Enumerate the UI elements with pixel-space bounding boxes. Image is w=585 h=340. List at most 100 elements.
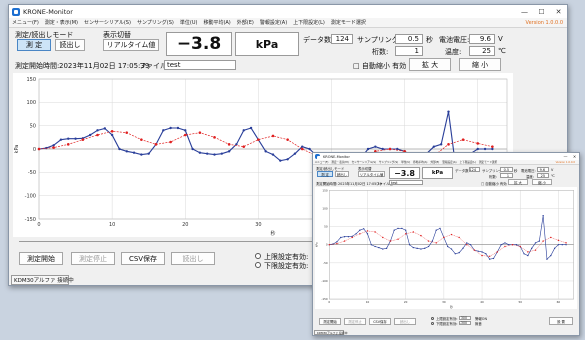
auto-scale-checkbox[interactable]: □ 自動縮小 有効 <box>353 62 407 70</box>
overlay-menu-sensor-serial[interactable]: センサーシリアル(S) <box>351 161 376 164</box>
overlay-chart-series-0-point-46 <box>504 242 506 244</box>
overlay-status-bar: KDM30アルファ 接続中 <box>314 330 347 335</box>
main-chart-y-axis-label: kPa <box>14 145 20 154</box>
overlay-read-button[interactable]: 読出し <box>335 171 349 177</box>
lower-limit-checkbox[interactable] <box>255 262 261 268</box>
filename-input[interactable]: test <box>164 60 236 70</box>
overlay-version-label: Version 1.0.0.0 <box>555 160 575 164</box>
overlay-chart-series-0-point-60 <box>557 244 560 246</box>
overlay-chart-x-axis-label: 秒 <box>450 305 453 309</box>
main-chart-series-0-point-25 <box>220 152 224 155</box>
overlay-read-out-button[interactable]: 読出し <box>394 318 416 325</box>
overlay-menu-unit[interactable]: 単位(U) <box>401 161 411 164</box>
main-chart-series-0-point-55 <box>439 143 443 146</box>
overlay-menu-mode-select[interactable]: 測定モード選択 <box>478 161 498 164</box>
current-value-display: −3.8 <box>166 32 232 56</box>
main-chart-series-1-point-10 <box>183 133 187 137</box>
overlay-filename-label: ファイル名: <box>376 182 395 186</box>
main-chart-series-0-point-4 <box>67 137 70 140</box>
overlay-menu-file[interactable]: メニュー(F) <box>314 161 329 164</box>
zoom-out-button[interactable]: 縮 小 <box>459 58 501 71</box>
overlay-buzzer-label[interactable]: 警報ON <box>475 317 487 321</box>
overlay-chart-series-0-point-53 <box>531 247 533 249</box>
read-out-button[interactable]: 読出し <box>171 252 215 265</box>
menu-sampling[interactable]: サンプリング(S) <box>136 20 174 26</box>
overlay-measure-button[interactable]: 測 定 <box>317 171 333 177</box>
csv-save-button[interactable]: CSV保存 <box>121 252 165 265</box>
overlay-chart-series-0-point-14 <box>382 248 384 250</box>
overlay-chart-series-0-point-62 <box>565 244 567 246</box>
voltage-unit: V <box>498 35 503 43</box>
overlay-chart-series-0-point-52 <box>527 254 529 257</box>
menu-file[interactable]: メニュー(F) <box>12 20 39 26</box>
overlay-data-count-label: データ数: <box>455 169 470 173</box>
overlay-csv-button[interactable]: CSV保存 <box>369 318 391 325</box>
read-mode-button[interactable]: 読出し <box>55 39 85 51</box>
main-chart-series-1-point-29 <box>461 138 465 141</box>
main-chart-series-1-point-15 <box>257 138 260 141</box>
start-measure-button[interactable]: 測定開始 <box>19 252 63 265</box>
menu-unit[interactable]: 単位(U) <box>179 20 198 26</box>
overlay-stop-button[interactable]: 測定停止 <box>344 318 366 325</box>
overlay-chart-series-0-point-54 <box>534 242 537 244</box>
overlay-auto-scale[interactable]: □ 自動縮小 有効 <box>481 182 507 186</box>
overlay-menu-measure[interactable]: 測定・表示(M) <box>331 161 349 164</box>
main-chart-series-0-point-46 <box>374 145 377 148</box>
overlay-menu-external[interactable]: 外部(E) <box>430 161 440 164</box>
overlay-filename-input[interactable]: test <box>389 180 423 185</box>
overlay-menu-limits[interactable]: 上下限設定(L) <box>459 161 476 164</box>
menu-measure[interactable]: 測定・表示(M) <box>44 20 78 26</box>
overlay-chart-series-0-point-5 <box>347 236 350 238</box>
scroll-track[interactable] <box>19 241 319 242</box>
menu-limits[interactable]: 上下限設定(L) <box>293 20 325 26</box>
overlay-menu-moving-average[interactable]: 移動平均(A) <box>413 161 428 164</box>
overlay-chart-series-1-point-11 <box>412 231 415 233</box>
maximize-button[interactable]: ☐ <box>538 7 545 16</box>
menu-sensor-serial[interactable]: センサーシリアル(S) <box>84 20 131 26</box>
overlay-realtime-button[interactable]: リアルタイム値 <box>358 171 385 177</box>
main-chart-series-0-point-56 <box>447 110 450 113</box>
overlay-chart-series-0-point-35 <box>462 247 464 249</box>
overlay-unit-display: kPa <box>422 167 453 179</box>
overlay-zoom-in-button[interactable]: 拡 大 <box>508 179 528 185</box>
main-chart-xtick-label-1: 10 <box>109 222 115 228</box>
overlay-chart-series-0-point-8 <box>359 229 361 231</box>
overlay-lower-value[interactable]: -300 <box>459 321 471 325</box>
main-chart-series-0-point-47 <box>381 147 384 151</box>
overlay-menu-alarm[interactable]: 警報設定(A) <box>442 161 457 164</box>
menu-external[interactable]: 外部(E) <box>236 20 254 26</box>
overlay-upper-value[interactable]: 300 <box>459 316 471 320</box>
overlay-close-button[interactable]: ✕ <box>572 154 577 159</box>
realtime-button[interactable]: リアルタイム値 <box>103 39 159 51</box>
close-button[interactable]: ✕ <box>555 7 562 16</box>
overlay-start-button[interactable]: 測定開始 <box>319 318 341 325</box>
overlay-chart-ytick-label-0: -150 <box>321 297 327 301</box>
menu-alarm[interactable]: 警報設定(A) <box>259 20 288 26</box>
stop-measure-button[interactable]: 測定停止 <box>71 252 115 265</box>
window-title: KRONE-Monitor <box>23 7 73 16</box>
upper-limit-label: 上限設定有効: <box>264 253 309 261</box>
menu-mode-select[interactable]: 測定モード選択 <box>330 20 366 26</box>
overlay-settings-button[interactable]: 設 置 <box>549 317 573 325</box>
overlay-silent-label[interactable]: 無音 <box>475 322 482 326</box>
data-count-field: 124 <box>331 34 353 44</box>
overlay-chart-series-0-point-58 <box>550 254 552 257</box>
sampling-label: サンプリング: <box>357 36 402 44</box>
overlay-lower-checkbox[interactable] <box>431 322 434 325</box>
menu-moving-average[interactable]: 移動平均(A) <box>203 20 231 26</box>
overlay-upper-checkbox[interactable] <box>431 317 434 320</box>
overlay-chart-series-0-point-12 <box>374 245 376 248</box>
overlay-minimize-button[interactable]: — <box>563 154 568 159</box>
overlay-zoom-out-button[interactable]: 縮 小 <box>532 179 552 185</box>
minimize-button[interactable]: — <box>521 7 528 16</box>
upper-limit-checkbox[interactable] <box>255 253 261 259</box>
overlay-chart-series-1-point-23 <box>504 245 506 248</box>
main-chart-series-1-point-18 <box>300 147 304 151</box>
measure-mode-button[interactable]: 測 定 <box>17 39 51 51</box>
main-chart-series-0-point-7 <box>88 133 92 137</box>
zoom-in-button[interactable]: 拡 大 <box>409 58 451 71</box>
overlay-menu-sampling[interactable]: サンプリング(S) <box>378 161 399 164</box>
main-chart-series-0-point-36 <box>301 145 304 148</box>
status-bar: KDM30アルファ 接続中 <box>11 275 74 285</box>
overlay-chart-series-0-point-24 <box>420 248 422 250</box>
